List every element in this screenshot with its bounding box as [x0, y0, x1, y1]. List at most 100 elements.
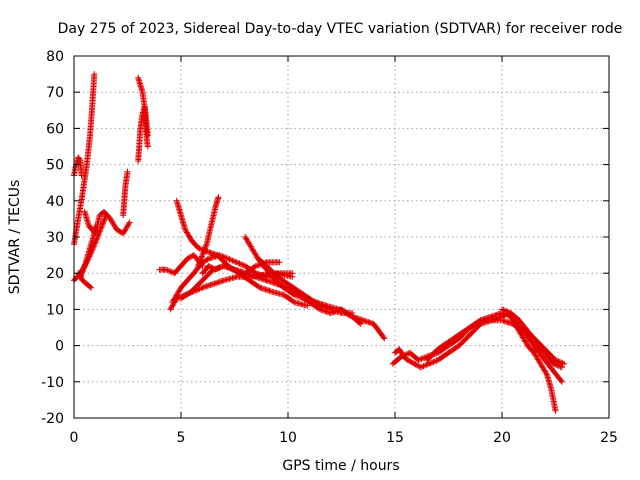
data-point-plus-marker: [418, 355, 425, 362]
data-point-plus-marker: [430, 358, 437, 365]
data-point-plus-marker: [558, 377, 564, 384]
data-point-plus-marker: [555, 358, 562, 365]
data-point-plus-marker: [87, 283, 94, 290]
data-point-plus-marker: [356, 320, 363, 326]
data-point-plus-marker: [126, 219, 133, 226]
data-point-plus-marker: [226, 256, 233, 263]
y-tick-label: 30: [46, 230, 64, 246]
data-point-plus-marker: [225, 255, 232, 262]
data-point-plus-marker: [404, 357, 411, 364]
data-point-plus-marker: [551, 361, 558, 368]
data-point-plus-marker: [381, 335, 388, 342]
data-point-plus-marker: [163, 266, 169, 273]
x-tick-label: 20: [493, 430, 511, 446]
data-point-plus-marker: [88, 284, 95, 291]
data-point-plus-marker: [424, 361, 431, 368]
y-tick-label: 50: [46, 158, 64, 174]
data-point-plus-marker: [423, 361, 430, 368]
data-point-plus-marker: [78, 172, 85, 179]
data-point-plus-marker: [198, 285, 204, 292]
data-point-plus-marker: [237, 261, 244, 268]
data-point-plus-marker: [215, 194, 222, 201]
y-tick-label: 70: [46, 85, 64, 101]
data-point-plus-marker: [124, 168, 131, 175]
data-point-plus-marker: [398, 353, 405, 360]
data-point-plus-marker: [499, 306, 505, 313]
data-point-plus-marker: [433, 357, 440, 364]
x-tick-label: 25: [600, 430, 618, 446]
data-point-plus-marker: [503, 308, 510, 315]
data-point-plus-marker: [427, 360, 434, 367]
y-tick-label: 40: [46, 194, 64, 210]
data-point-plus-marker: [144, 143, 151, 150]
data-point-plus-marker: [196, 258, 203, 265]
data-point-plus-marker: [553, 361, 560, 368]
data-point-plus-marker: [113, 226, 120, 233]
data-point-plus-marker: [419, 363, 426, 370]
x-tick-label: 0: [70, 430, 79, 446]
data-point-plus-marker: [276, 259, 283, 266]
data-point-plus-marker: [556, 363, 563, 370]
data-point-plus-marker: [229, 257, 236, 264]
y-tick-labels: -20 -10 0 10 20 30 40 50 60 70 80: [41, 49, 64, 427]
data-point-plus-marker: [198, 254, 205, 261]
data-point-plus-marker: [235, 259, 242, 266]
data-point-plus-marker: [380, 334, 387, 341]
data-point-plus-marker: [417, 364, 424, 371]
y-tick-label: -20: [41, 411, 64, 427]
data-point-plus-marker: [80, 265, 87, 272]
data-point-plus-marker: [290, 298, 297, 305]
data-point-plus-marker: [501, 307, 508, 314]
data-point-plus-marker: [201, 246, 208, 253]
data-point-plus-marker: [115, 227, 122, 234]
data-point-plus-marker: [401, 352, 408, 359]
data-point-plus-marker: [203, 242, 210, 249]
data-point-plus-marker: [199, 250, 206, 257]
data-point-plus-marker: [167, 268, 174, 275]
data-point-plus-marker: [76, 156, 83, 163]
y-tick-label: 20: [46, 266, 64, 282]
data-point-plus-marker: [184, 255, 191, 262]
data-point-plus-marker: [550, 360, 557, 367]
data-point-plus-marker: [429, 359, 436, 366]
data-point-plus-marker: [230, 258, 237, 265]
data-point-plus-marker: [215, 265, 222, 272]
chart-title: Day 275 of 2023, Sidereal Day-to-day VTE…: [58, 21, 623, 37]
data-point-plus-marker: [304, 302, 311, 309]
data-point-plus-marker: [195, 263, 202, 269]
y-tick-label: 80: [46, 49, 64, 65]
data-point-plus-marker: [556, 358, 563, 365]
data-point-plus-marker: [357, 320, 364, 327]
y-tick-label: -10: [41, 375, 64, 391]
data-point-plus-marker: [216, 264, 223, 271]
x-tick-label: 5: [177, 430, 186, 446]
grid-layer: [74, 56, 609, 418]
data-point-plus-marker: [125, 220, 132, 227]
marks-layer: [71, 71, 568, 414]
data-point-plus-marker: [419, 355, 426, 362]
y-tick-label: 10: [46, 302, 64, 318]
data-point-plus-marker: [504, 308, 511, 315]
data-point-plus-marker: [558, 364, 565, 371]
y-tick-label: 0: [55, 339, 64, 355]
x-tick-label: 15: [386, 430, 404, 446]
x-tick-label: 10: [279, 430, 297, 446]
data-point-plus-marker: [289, 273, 296, 280]
data-point-plus-marker: [144, 132, 151, 139]
data-point-plus-marker: [417, 356, 423, 363]
data-point-plus-marker: [408, 359, 415, 366]
ticks-layer: [73, 55, 610, 419]
x-tick-labels: 0 5 10 15 20 25: [70, 430, 618, 446]
data-point-plus-marker: [232, 258, 239, 265]
data-point-plus-marker: [236, 260, 243, 267]
data-point-plus-marker: [205, 263, 212, 269]
data-point-plus-marker: [415, 362, 422, 369]
y-tick-label: 60: [46, 121, 64, 137]
data-point-plus-marker: [552, 407, 559, 414]
data-point-plus-marker: [543, 370, 550, 377]
data-point-plus-marker: [100, 219, 107, 226]
data-point-plus-marker: [558, 378, 565, 385]
data-point-plus-marker: [422, 362, 428, 369]
data-point-plus-marker: [557, 363, 564, 370]
